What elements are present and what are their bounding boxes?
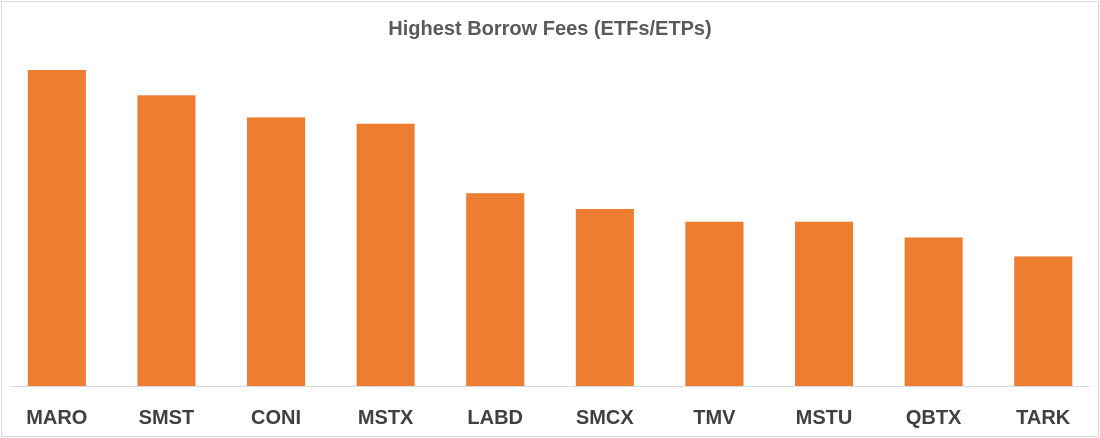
bars <box>27 70 1073 387</box>
bar-mstu <box>795 221 854 386</box>
x-tick-label: MSTX <box>358 407 414 429</box>
x-tick-label: LABD <box>467 407 523 429</box>
x-tick-label: MARO <box>26 407 87 429</box>
bar-tark <box>1014 256 1073 386</box>
bar-labd <box>466 193 525 386</box>
bar-maro <box>27 70 86 386</box>
bar-smcx <box>575 209 634 386</box>
bar-coni <box>247 117 306 387</box>
bar-smst <box>137 95 196 387</box>
bar-mstx <box>356 123 415 386</box>
x-tick-label: QBTX <box>906 407 962 429</box>
x-tick-label: SMCX <box>576 407 634 429</box>
x-tick-label: TARK <box>1016 407 1071 429</box>
x-tick-label: SMST <box>139 407 195 429</box>
x-tick-label: MSTU <box>796 407 853 429</box>
bar-tmv <box>685 221 744 386</box>
x-tick-label: TMV <box>693 407 736 429</box>
x-tick-labels: MARO SMST CONI MSTX LABD SMCX TMV MSTU QBTX TARK <box>26 407 1071 429</box>
x-tick-label: CONI <box>251 407 301 429</box>
bar-qbtx <box>904 237 963 386</box>
chart-title: Highest Borrow Fees (ETFs/ETPs) <box>388 18 711 40</box>
